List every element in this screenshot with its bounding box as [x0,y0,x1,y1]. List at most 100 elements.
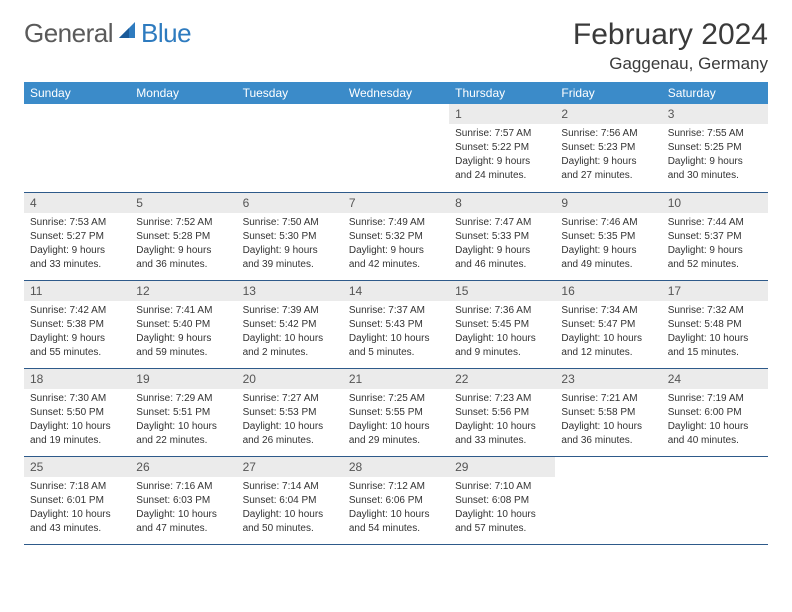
detail-line: Sunrise: 7:29 AM [136,392,230,406]
day-details: Sunrise: 7:25 AMSunset: 5:55 PMDaylight:… [343,389,449,451]
detail-line: Sunrise: 7:25 AM [349,392,443,406]
day-details: Sunrise: 7:19 AMSunset: 6:00 PMDaylight:… [662,389,768,451]
calendar-day-cell [343,104,449,192]
detail-line: Sunrise: 7:41 AM [136,304,230,318]
detail-line: Sunrise: 7:18 AM [30,480,124,494]
calendar-week-row: 25Sunrise: 7:18 AMSunset: 6:01 PMDayligh… [24,456,768,544]
day-details: Sunrise: 7:30 AMSunset: 5:50 PMDaylight:… [24,389,130,451]
detail-line: Daylight: 9 hours [455,155,549,169]
detail-line: Sunset: 5:56 PM [455,406,549,420]
detail-line: and 46 minutes. [455,258,549,272]
detail-line: Sunrise: 7:32 AM [668,304,762,318]
calendar-week-row: 11Sunrise: 7:42 AMSunset: 5:38 PMDayligh… [24,280,768,368]
brand-sail-icon [117,20,139,47]
detail-line: Sunset: 5:27 PM [30,230,124,244]
detail-line: and 36 minutes. [561,434,655,448]
detail-line: Sunset: 5:50 PM [30,406,124,420]
calendar-day-cell: 7 Sunrise: 7:49 AMSunset: 5:32 PMDaylight… [343,192,449,280]
calendar-day-cell: 29Sunrise: 7:10 AMSunset: 6:08 PMDayligh… [449,456,555,544]
calendar-day-cell: 15Sunrise: 7:36 AMSunset: 5:45 PMDayligh… [449,280,555,368]
detail-line: Sunrise: 7:21 AM [561,392,655,406]
detail-line: Daylight: 10 hours [561,332,655,346]
calendar-day-cell: 1Sunrise: 7:57 AMSunset: 5:22 PMDaylight… [449,104,555,192]
detail-line: Daylight: 10 hours [136,508,230,522]
day-number: 16 [555,281,661,301]
detail-line: Sunrise: 7:44 AM [668,216,762,230]
detail-line: Daylight: 10 hours [668,332,762,346]
location-label: Gaggenau, Germany [573,54,768,74]
day-number [24,104,130,124]
day-details: Sunrise: 7:47 AMSunset: 5:33 PMDaylight:… [449,213,555,275]
day-details: Sunrise: 7:18 AMSunset: 6:01 PMDaylight:… [24,477,130,539]
day-number: 25 [24,457,130,477]
weekday-header: Monday [130,82,236,104]
detail-line: Sunrise: 7:19 AM [668,392,762,406]
brand-part2: Blue [141,18,191,49]
detail-line: Daylight: 10 hours [243,508,337,522]
day-details: Sunrise: 7:39 AMSunset: 5:42 PMDaylight:… [237,301,343,363]
detail-line: Sunset: 5:43 PM [349,318,443,332]
day-number: 15 [449,281,555,301]
detail-line: and 52 minutes. [668,258,762,272]
day-details: Sunrise: 7:56 AMSunset: 5:23 PMDaylight:… [555,124,661,186]
detail-line: and 50 minutes. [243,522,337,536]
day-number: 1 [449,104,555,124]
day-details: Sunrise: 7:32 AMSunset: 5:48 PMDaylight:… [662,301,768,363]
day-number: 18 [24,369,130,389]
calendar-day-cell: 10Sunrise: 7:44 AMSunset: 5:37 PMDayligh… [662,192,768,280]
detail-line: Sunset: 5:22 PM [455,141,549,155]
detail-line: and 24 minutes. [455,169,549,183]
detail-line: Sunset: 5:35 PM [561,230,655,244]
title-block: February 2024 Gaggenau, Germany [573,18,768,74]
detail-line: Sunset: 5:38 PM [30,318,124,332]
day-details: Sunrise: 7:37 AMSunset: 5:43 PMDaylight:… [343,301,449,363]
weekday-header: Sunday [24,82,130,104]
detail-line: and 39 minutes. [243,258,337,272]
detail-line: Daylight: 10 hours [668,420,762,434]
day-number: 27 [237,457,343,477]
detail-line: Daylight: 10 hours [136,420,230,434]
day-details: Sunrise: 7:21 AMSunset: 5:58 PMDaylight:… [555,389,661,451]
detail-line: and 47 minutes. [136,522,230,536]
brand-part1: General [24,18,113,49]
day-number: 4 [24,193,130,213]
calendar-day-cell: 8Sunrise: 7:47 AMSunset: 5:33 PMDaylight… [449,192,555,280]
detail-line: Daylight: 9 hours [455,244,549,258]
day-number: 7 [343,193,449,213]
day-number: 28 [343,457,449,477]
detail-line: Sunset: 5:23 PM [561,141,655,155]
day-details: Sunrise: 7:44 AMSunset: 5:37 PMDaylight:… [662,213,768,275]
weekday-header: Tuesday [237,82,343,104]
detail-line: Daylight: 9 hours [349,244,443,258]
detail-line: and 33 minutes. [455,434,549,448]
detail-line: Sunrise: 7:49 AM [349,216,443,230]
calendar-day-cell: 6Sunrise: 7:50 AMSunset: 5:30 PMDaylight… [237,192,343,280]
detail-line: Daylight: 10 hours [455,332,549,346]
calendar-day-cell: 22Sunrise: 7:23 AMSunset: 5:56 PMDayligh… [449,368,555,456]
detail-line: Sunset: 6:00 PM [668,406,762,420]
day-details: Sunrise: 7:52 AMSunset: 5:28 PMDaylight:… [130,213,236,275]
detail-line: and 5 minutes. [349,346,443,360]
detail-line: Daylight: 10 hours [243,332,337,346]
detail-line: and 15 minutes. [668,346,762,360]
day-number: 6 [237,193,343,213]
day-details: Sunrise: 7:10 AMSunset: 6:08 PMDaylight:… [449,477,555,539]
detail-line: and 40 minutes. [668,434,762,448]
detail-line: and 27 minutes. [561,169,655,183]
detail-line: Sunset: 5:33 PM [455,230,549,244]
day-details: Sunrise: 7:14 AMSunset: 6:04 PMDaylight:… [237,477,343,539]
calendar-week-row: 18Sunrise: 7:30 AMSunset: 5:50 PMDayligh… [24,368,768,456]
day-details: Sunrise: 7:29 AMSunset: 5:51 PMDaylight:… [130,389,236,451]
detail-line: Sunrise: 7:10 AM [455,480,549,494]
detail-line: Daylight: 9 hours [561,244,655,258]
calendar-day-cell: 5Sunrise: 7:52 AMSunset: 5:28 PMDaylight… [130,192,236,280]
detail-line: Sunset: 5:55 PM [349,406,443,420]
detail-line: Sunset: 5:32 PM [349,230,443,244]
detail-line: Daylight: 10 hours [30,508,124,522]
day-number: 10 [662,193,768,213]
day-number [662,457,768,477]
weekday-header: Saturday [662,82,768,104]
calendar-day-cell: 21Sunrise: 7:25 AMSunset: 5:55 PMDayligh… [343,368,449,456]
calendar-day-cell: 26Sunrise: 7:16 AMSunset: 6:03 PMDayligh… [130,456,236,544]
day-details: Sunrise: 7:12 AMSunset: 6:06 PMDaylight:… [343,477,449,539]
